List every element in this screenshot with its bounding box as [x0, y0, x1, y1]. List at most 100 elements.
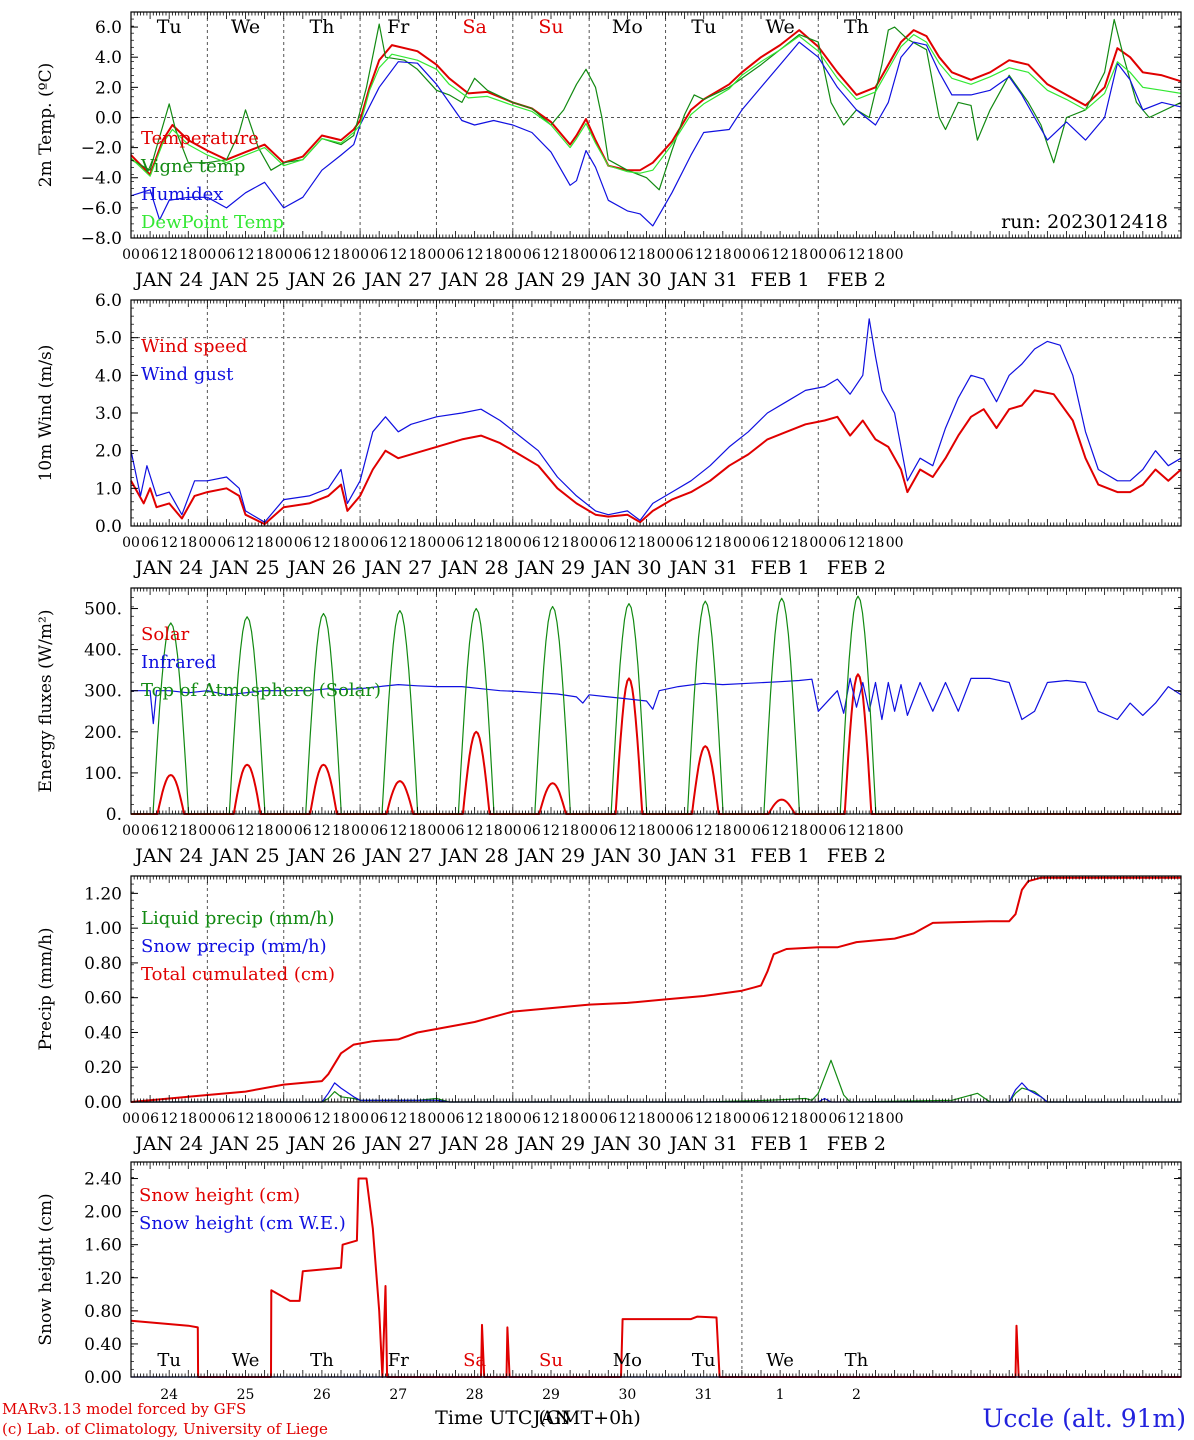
- series-line-liquid-precip-mm-h-: [131, 1059, 1181, 1103]
- hour-label: 00: [198, 823, 216, 839]
- weekday-label: Th: [844, 16, 869, 38]
- hour-label: 06: [141, 1111, 159, 1127]
- station-label: Uccle (alt. 91m): [982, 1404, 1186, 1433]
- hour-label: 00: [275, 1111, 293, 1127]
- hour-label: 18: [408, 823, 426, 839]
- hour-label: 00: [809, 535, 827, 551]
- weekday-label: Fr: [388, 1350, 409, 1371]
- date-label: JAN 30: [591, 845, 661, 867]
- date-label: JAN 30: [591, 1133, 661, 1155]
- day-number: 2: [852, 1387, 861, 1403]
- hour-label: 00: [886, 247, 904, 263]
- hour-label: 00: [351, 823, 369, 839]
- hour-label: 06: [676, 535, 694, 551]
- hour-label: 18: [485, 247, 503, 263]
- hour-label: 18: [790, 1111, 808, 1127]
- weekday-label: Su: [539, 1350, 563, 1371]
- hour-label: 06: [370, 535, 388, 551]
- weekday-label: Fr: [387, 16, 410, 38]
- y-tick-label: 0.00: [84, 1368, 122, 1388]
- y-axis-title: Energy fluxes (W/m²): [36, 610, 56, 793]
- y-tick-label: 3.0: [95, 404, 122, 424]
- y-tick-label: 6.0: [95, 291, 122, 311]
- hour-label: 18: [332, 247, 350, 263]
- date-label: JAN 27: [362, 1133, 432, 1155]
- hour-label: 12: [237, 535, 255, 551]
- date-label: JAN 29: [515, 269, 585, 291]
- hour-label: 12: [466, 1111, 484, 1127]
- hour-label: 06: [447, 535, 465, 551]
- series-line-snow-height-cm-: [130, 1177, 1181, 1378]
- hour-label: 06: [828, 535, 846, 551]
- y-axis-title: Precip (mm/h): [36, 927, 56, 1050]
- hour-label: 18: [867, 823, 885, 839]
- hour-label: 06: [370, 247, 388, 263]
- hour-label: 06: [523, 823, 541, 839]
- hour-label: 00: [428, 247, 446, 263]
- hour-label: 00: [351, 1111, 369, 1127]
- hour-label: 18: [256, 247, 274, 263]
- date-label: FEB 2: [827, 845, 886, 867]
- hour-label: 06: [447, 823, 465, 839]
- hour-label: 18: [485, 1111, 503, 1127]
- hour-label: 18: [561, 535, 579, 551]
- weekday-label: Tu: [692, 1350, 716, 1371]
- date-label: JAN 29: [515, 845, 585, 867]
- hour-label: 06: [752, 1111, 770, 1127]
- hour-label: 12: [160, 247, 178, 263]
- y-tick-label: 0.0: [95, 108, 122, 128]
- weekday-label: Th: [310, 1350, 334, 1371]
- hour-label: 12: [848, 535, 866, 551]
- date-label: JAN 29: [515, 1133, 585, 1155]
- y-tick-label: −4.0: [81, 169, 122, 189]
- date-label: JAN 31: [668, 269, 738, 291]
- hour-label: 18: [867, 247, 885, 263]
- hour-label: 12: [466, 823, 484, 839]
- hour-label: 12: [771, 247, 789, 263]
- hour-label: 06: [752, 247, 770, 263]
- hour-label: 06: [599, 535, 617, 551]
- hour-label: 12: [771, 535, 789, 551]
- hour-label: 00: [504, 247, 522, 263]
- hour-label: 18: [332, 535, 350, 551]
- lab-credit: (c) Lab. of Climatology, University of L…: [2, 1420, 328, 1438]
- hour-label: 00: [809, 823, 827, 839]
- date-label: JAN 27: [362, 557, 432, 579]
- y-tick-label: 300.: [84, 682, 122, 702]
- hour-label: 00: [275, 247, 293, 263]
- hour-label: 12: [160, 823, 178, 839]
- hour-label: 06: [828, 1111, 846, 1127]
- hour-label: 18: [332, 1111, 350, 1127]
- series-line-total-cumulated-cm-: [130, 876, 1181, 1103]
- day-number: 31: [695, 1387, 713, 1403]
- hour-label: 00: [122, 535, 140, 551]
- date-label: JAN 24: [133, 1133, 203, 1155]
- date-label: JAN 25: [209, 269, 279, 291]
- y-tick-label: 2.0: [95, 78, 122, 98]
- hour-label: 00: [580, 823, 598, 839]
- hour-label: 18: [638, 823, 656, 839]
- series-line-vigne-temp: [130, 18, 1182, 191]
- hour-label: 06: [218, 1111, 236, 1127]
- date-label: FEB 1: [751, 269, 810, 291]
- hour-label: 12: [848, 823, 866, 839]
- hour-label: 12: [389, 535, 407, 551]
- y-tick-label: 2.40: [84, 1170, 122, 1190]
- hour-label: 00: [504, 1111, 522, 1127]
- hour-label: 12: [313, 247, 331, 263]
- model-credit: MARv3.13 model forced by GFS: [2, 1400, 247, 1418]
- date-label: FEB 1: [751, 845, 810, 867]
- hour-label: 00: [657, 823, 675, 839]
- hour-label: 06: [752, 535, 770, 551]
- hour-label: 06: [676, 247, 694, 263]
- legend-entry: Liquid precip (mm/h): [141, 908, 335, 929]
- date-label: FEB 2: [827, 557, 886, 579]
- hour-label: 06: [218, 823, 236, 839]
- y-tick-label: 0.60: [84, 989, 122, 1009]
- date-label: JAN 26: [286, 269, 356, 291]
- hour-label: 18: [790, 247, 808, 263]
- date-label: JAN 28: [439, 557, 509, 579]
- date-label: JAN 24: [133, 845, 203, 867]
- hour-label: 06: [828, 247, 846, 263]
- weekday-label: We: [232, 1350, 260, 1371]
